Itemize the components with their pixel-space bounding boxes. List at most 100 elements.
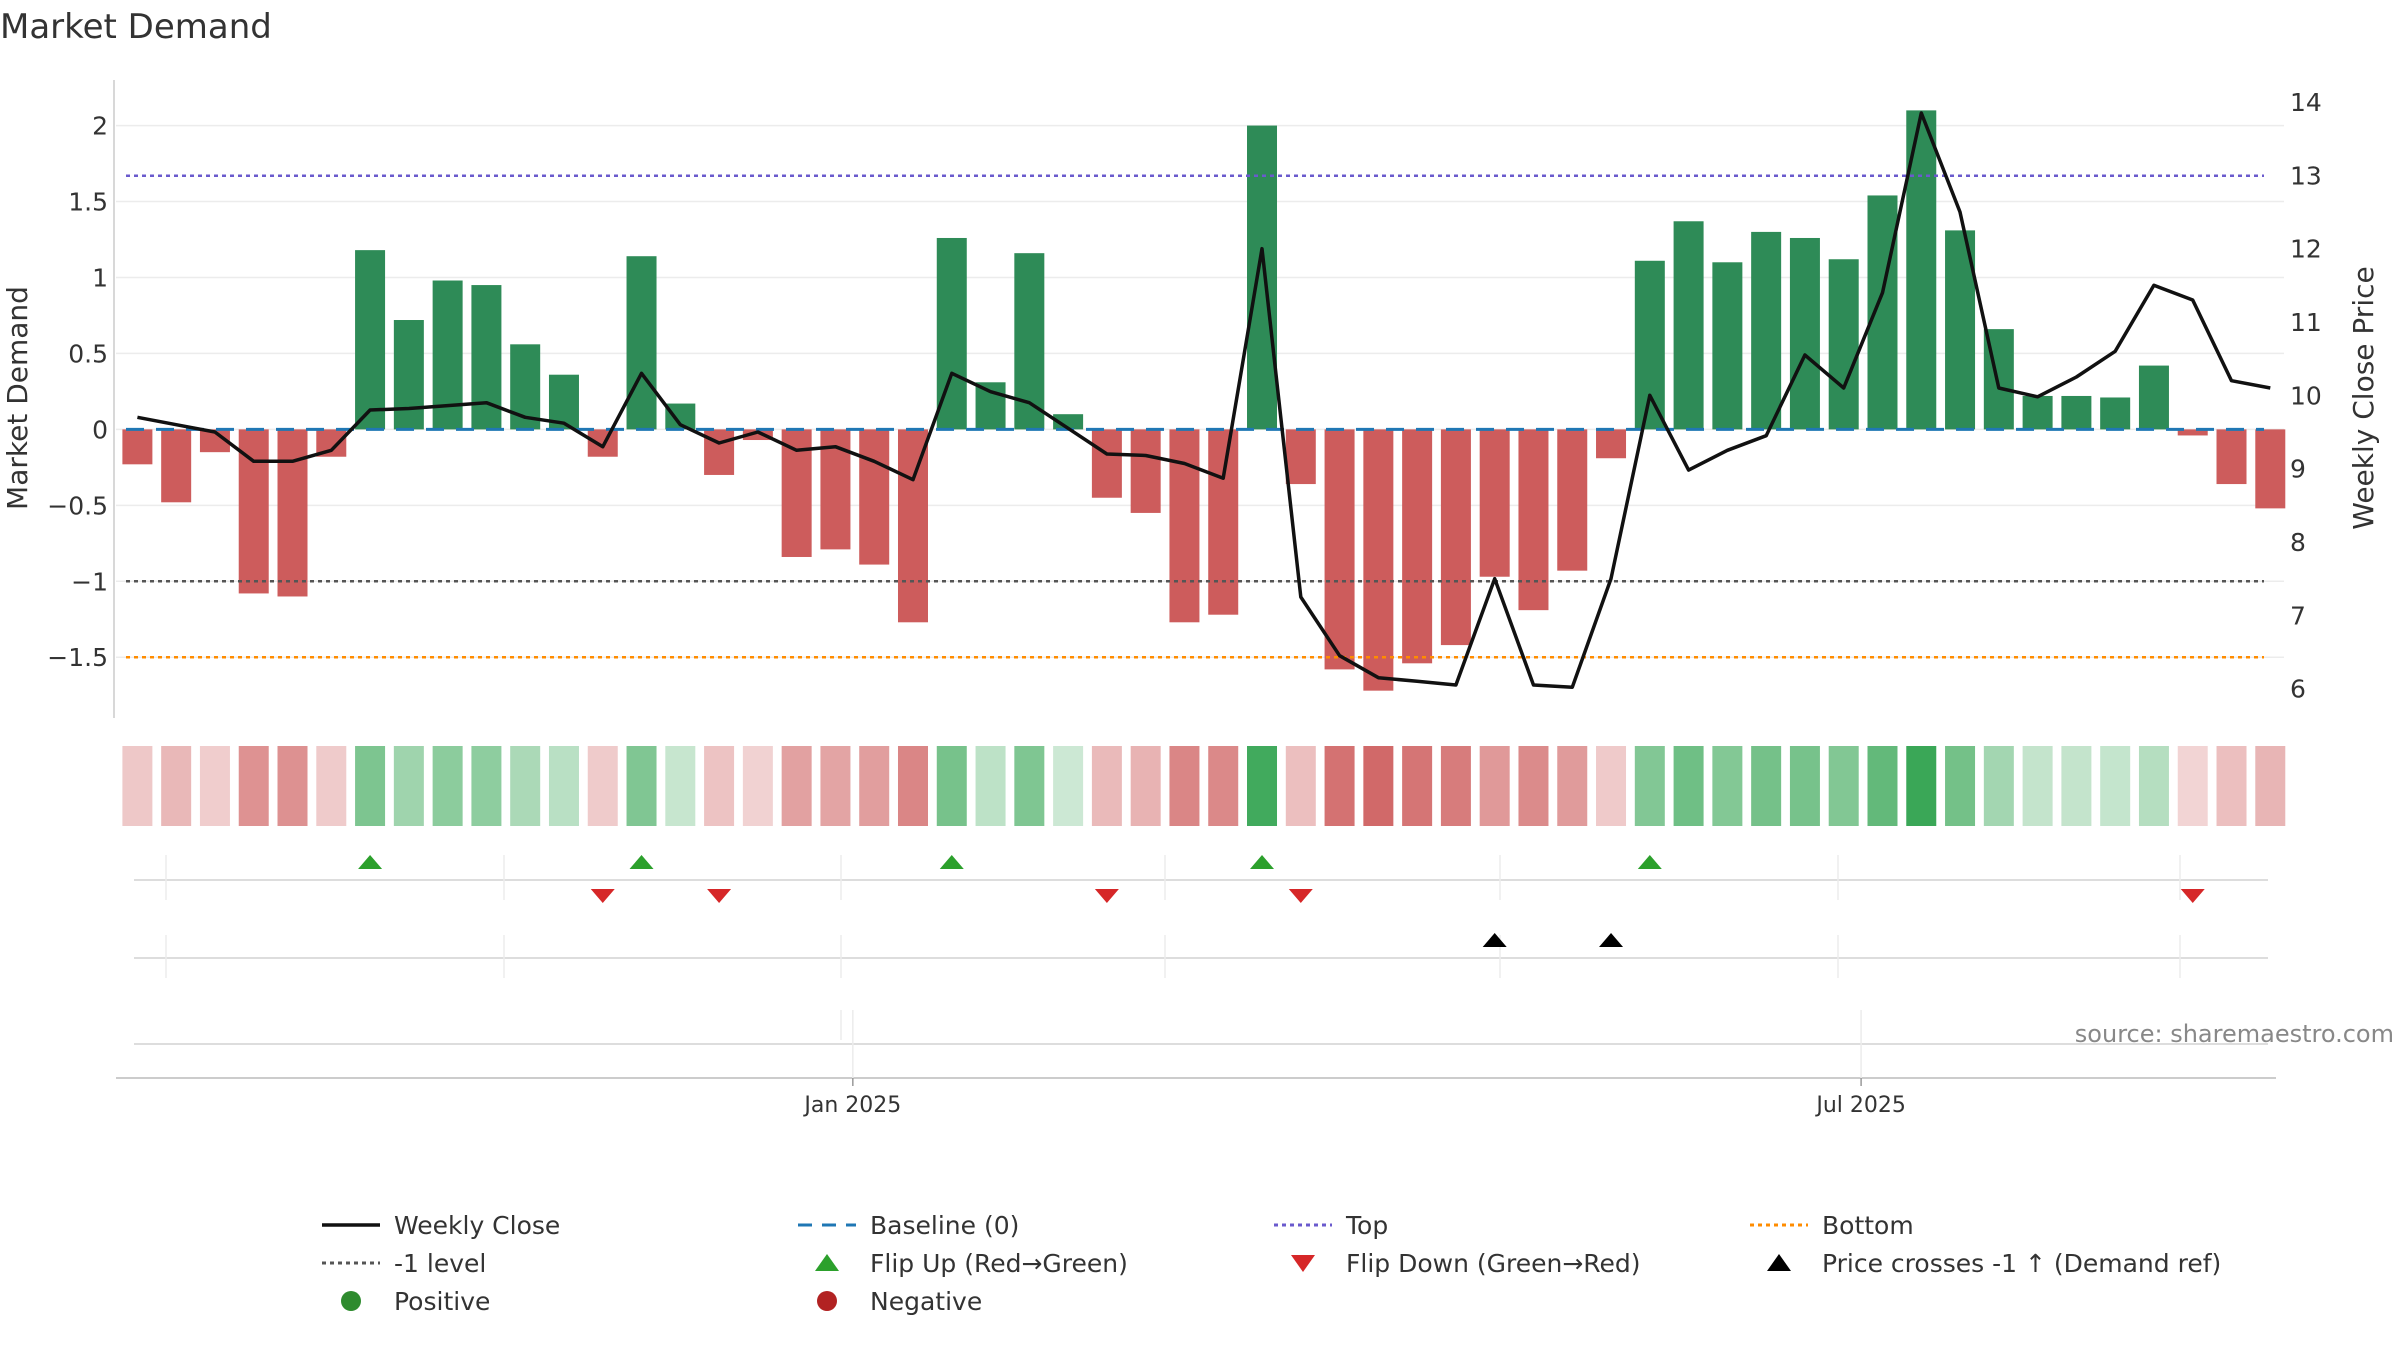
flip-down-marker	[1094, 889, 1119, 903]
flip-up-marker	[939, 855, 964, 869]
negative-demand-bar	[277, 429, 308, 597]
negative-demand-bar	[1169, 429, 1200, 623]
heat-cell	[1983, 746, 2014, 826]
level-lines	[126, 174, 2264, 659]
heat-cell	[704, 746, 735, 826]
legend-label: Flip Down (Green→Red)	[1346, 1249, 1641, 1278]
negative-demand-bar	[1440, 429, 1471, 646]
flip-up-marker	[1637, 855, 1662, 869]
y-tick-label: 0.5	[68, 339, 108, 368]
y-tick-label: 1.5	[68, 188, 108, 217]
positive-demand-bar	[1712, 262, 1743, 430]
legend-triangle-up	[815, 1254, 839, 1271]
heat-cell	[1440, 746, 1471, 826]
y-tick-label: −1.5	[47, 643, 108, 672]
positive-demand-bar	[355, 250, 386, 430]
signal-markers	[134, 855, 2268, 1045]
heat-cell	[510, 746, 541, 826]
y-tick-label: −1	[71, 567, 108, 596]
positive-demand-bar	[2100, 397, 2131, 430]
demand-bars	[122, 110, 2286, 691]
negative-demand-bar	[1479, 429, 1510, 577]
heat-cell	[2216, 746, 2247, 826]
legend-label: Negative	[870, 1287, 982, 1316]
heat-cell	[1712, 746, 1743, 826]
heat-cell	[1945, 746, 1976, 826]
y2-tick-label: 8	[2290, 528, 2306, 557]
heat-cell	[1324, 746, 1355, 826]
negative-demand-bar	[2216, 429, 2247, 485]
legend-label: Flip Up (Red→Green)	[870, 1249, 1128, 1278]
negative-demand-bar	[2177, 429, 2208, 436]
y-tick-label: 0	[92, 415, 108, 444]
heat-cell	[161, 746, 192, 826]
heat-cell	[548, 746, 579, 826]
heat-cell	[355, 746, 386, 826]
legend-label: Price crosses -1 ↑ (Demand ref)	[1822, 1249, 2221, 1278]
heat-cell	[2061, 746, 2092, 826]
heat-cell	[1091, 746, 1122, 826]
y2-tick-label: 7	[2290, 601, 2306, 630]
legend-circle	[817, 1291, 837, 1311]
positive-demand-bar	[1867, 195, 1898, 430]
y2-tick-label: 13	[2290, 161, 2322, 190]
heat-cell	[1402, 746, 1433, 826]
negative-demand-bar	[238, 429, 269, 594]
heat-cell	[238, 746, 269, 826]
heat-cell	[1363, 746, 1394, 826]
negative-demand-bar	[2255, 429, 2286, 509]
positive-demand-bar	[2022, 395, 2053, 430]
heat-cell	[1596, 746, 1627, 826]
price-cross-marker	[1482, 933, 1507, 947]
positive-demand-bar	[626, 256, 657, 430]
negative-demand-bar	[1208, 429, 1239, 615]
axes: 2 1.5 1 0.5 0 −0.5 −1 −1.5 14 13 12 11 10 9 8 7 6	[47, 80, 2322, 718]
heat-cell	[781, 746, 812, 826]
heat-cell	[897, 746, 928, 826]
y2-tick-label: 11	[2290, 308, 2322, 337]
positive-demand-bar	[1053, 414, 1084, 430]
heat-cell	[1014, 746, 1045, 826]
heat-cell	[1867, 746, 1898, 826]
negative-demand-bar	[1518, 429, 1549, 611]
heat-cell	[277, 746, 308, 826]
flip-down-marker	[1288, 889, 1313, 903]
negative-demand-bar	[859, 429, 890, 565]
negative-demand-bar	[1285, 429, 1316, 485]
flip-up-marker	[629, 855, 654, 869]
heat-cell	[626, 746, 657, 826]
heat-cell	[1479, 746, 1510, 826]
heat-cell	[665, 746, 696, 826]
legend-label: Bottom	[1822, 1211, 1914, 1240]
y2-tick-label: 6	[2290, 675, 2306, 704]
y2-tick-label: 12	[2290, 235, 2322, 264]
heat-cell	[1789, 746, 1820, 826]
negative-demand-bar	[161, 429, 192, 503]
heat-cell	[742, 746, 773, 826]
heat-cell	[316, 746, 347, 826]
heat-cell	[393, 746, 424, 826]
legend-symbol	[815, 1254, 839, 1271]
legend-symbol	[817, 1291, 837, 1311]
negative-demand-bar	[122, 429, 153, 465]
x-tick-label: Jan 2025	[802, 1093, 901, 1118]
legend-triangle-up	[1767, 1254, 1791, 1271]
heat-cell	[2255, 746, 2286, 826]
positive-demand-bar	[1789, 237, 1820, 430]
heat-cell	[1518, 746, 1549, 826]
heat-cell	[1208, 746, 1239, 826]
heat-cell	[975, 746, 1006, 826]
legend-label: Baseline (0)	[870, 1211, 1019, 1240]
negative-demand-bar	[742, 429, 773, 441]
legend-symbol	[1291, 1255, 1315, 1272]
heat-cell	[1169, 746, 1200, 826]
heat-strip	[122, 746, 2286, 826]
negative-demand-bar	[1130, 429, 1161, 513]
y-tick-label: 1	[92, 263, 108, 292]
heat-cell	[2022, 746, 2053, 826]
flip-down-marker	[2180, 889, 2205, 903]
heat-cell	[1751, 746, 1782, 826]
chart-title: Market Demand	[0, 7, 272, 47]
negative-demand-bar	[1596, 429, 1627, 459]
